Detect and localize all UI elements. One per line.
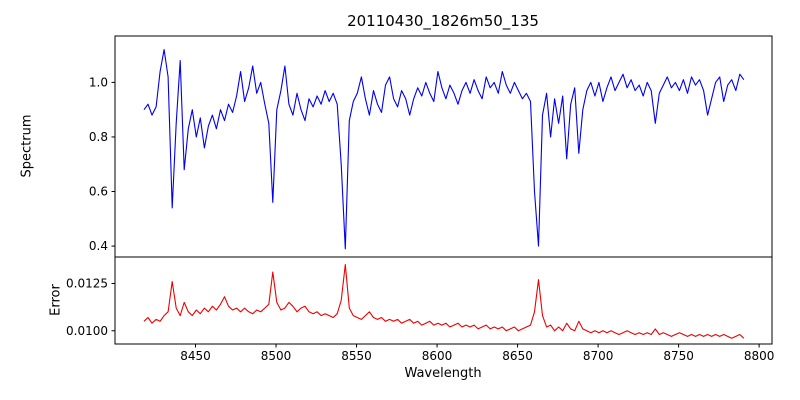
x-axis-label: Wavelength <box>404 366 482 381</box>
spectrum-ytick-label: 0.8 <box>89 130 108 144</box>
spectrum-line <box>143 49 745 250</box>
spectrum-axes-frame <box>114 35 773 258</box>
error-line <box>143 264 745 339</box>
error-axes-frame <box>114 256 773 345</box>
xtick-label: 8500 <box>261 349 292 363</box>
spectrum-ytick-label: 0.4 <box>89 239 108 253</box>
spectrum-ytick-label: 1.0 <box>89 75 108 89</box>
xtick-label: 8550 <box>341 349 372 363</box>
spectrum-y-axis-label: Spectrum <box>19 114 35 178</box>
error-ytick-label: 0.0100 <box>66 324 108 338</box>
xtick-label: 8700 <box>583 349 614 363</box>
xtick-label: 8800 <box>744 349 775 363</box>
chart-title: 20110430_1826m50_135 <box>347 12 539 30</box>
xtick-label: 8450 <box>180 349 211 363</box>
error-ytick-label: 0.0125 <box>66 277 108 291</box>
xtick-label: 8750 <box>663 349 694 363</box>
xtick-label: 8650 <box>502 349 533 363</box>
error-y-axis-label: Error <box>48 284 64 316</box>
spectrum-ytick-label: 0.6 <box>89 185 108 199</box>
xtick-label: 8600 <box>422 349 453 363</box>
